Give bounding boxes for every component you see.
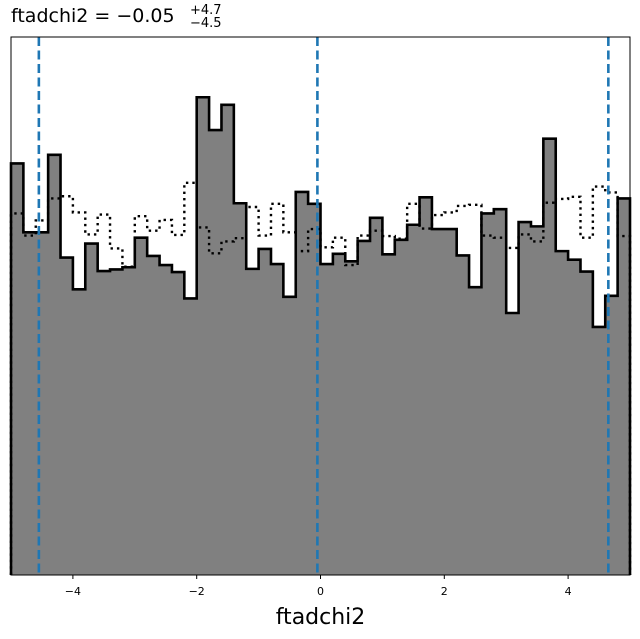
hist-bin-bar (23, 232, 37, 576)
hist-bin-bar (233, 203, 247, 576)
hist-bin-bar (270, 264, 284, 575)
hist-bin-bar (592, 326, 606, 575)
hist-bin-bar (469, 287, 482, 575)
hist-bin-bar (506, 312, 519, 575)
hist-bin-bar (617, 198, 631, 575)
hist-bin-bar (60, 257, 74, 575)
x-tick-label: −2 (189, 585, 205, 598)
hist-bin-bar (97, 271, 111, 575)
hist-bin-bar (209, 130, 222, 575)
hist-bin-bar (184, 298, 198, 575)
hist-bin-bar (110, 269, 123, 575)
hist-bin-bar (72, 289, 86, 575)
hist-bin-bar (196, 97, 210, 575)
x-axis-label: ftadchi2 (276, 605, 366, 630)
hist-bin-bar (283, 296, 297, 575)
histogram-layer (9, 95, 632, 576)
hist-bin-bar (530, 226, 544, 575)
title-prefix: ftadchi2 = −0.05 (11, 5, 175, 27)
hist-bin-bar (543, 138, 557, 575)
hist-bin-bar (394, 239, 408, 575)
x-tick-label: 4 (565, 585, 572, 598)
chart-title: ftadchi2 = −0.05 (11, 5, 175, 27)
hist-bin-bar (295, 191, 309, 575)
quantile-lines (37, 37, 610, 575)
x-tick-label: −4 (65, 585, 81, 598)
hist-bin-bar (320, 264, 334, 575)
hist-bin-bar (481, 213, 495, 575)
hist-bin-bar (456, 255, 470, 575)
hist-bin-bar (407, 224, 420, 575)
hist-bin-bar (444, 229, 458, 575)
hist-bin-bar (345, 261, 359, 575)
hist-bin-bar (382, 254, 396, 575)
hist-bin-bar (159, 265, 173, 575)
hist-bin-bar (85, 243, 99, 575)
hist-bin-bar (580, 271, 594, 575)
title-upper-error: +4.7 (190, 3, 222, 18)
hist-bin-bar (308, 203, 321, 575)
hist-bin-bar (11, 163, 24, 575)
hist-bin-bar (568, 259, 581, 575)
hist-bin-bar (357, 240, 371, 575)
hist-bin-bar (134, 237, 148, 576)
x-tick-label: 0 (317, 585, 324, 598)
dotted-hist-outline (9, 181, 632, 575)
hist-bin-bar (555, 251, 569, 575)
hist-bin-bar (122, 267, 136, 575)
hist-bin-bar (258, 248, 272, 575)
hist-bin-bar (171, 272, 185, 575)
hist-bin-bar (147, 255, 160, 575)
x-tick-label: 2 (441, 585, 448, 598)
hist-bin-bar (221, 104, 235, 575)
hist-bin-bar (246, 268, 259, 575)
hist-bin-bar (493, 209, 507, 575)
hist-bin-bar (431, 229, 445, 575)
hist-bin-bar (370, 217, 383, 575)
hist-bin-bar (332, 253, 346, 575)
title-lower-error: −4.5 (190, 16, 222, 31)
hist-bin-bar (518, 222, 532, 575)
hist-bin-bar (419, 197, 433, 575)
x-axis-ticks: −4 −2 0 2 4 (65, 575, 572, 598)
hist-bin-bar (48, 154, 61, 575)
